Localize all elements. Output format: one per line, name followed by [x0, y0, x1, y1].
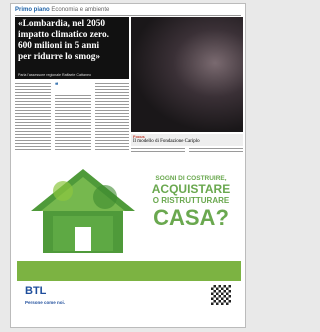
subhead: Parla l'assessore regionale Raffaele Cat… [18, 73, 91, 77]
text-column [55, 94, 91, 152]
screen: Primo piano Economia e ambiente «Lombard… [0, 0, 256, 332]
ad-line: CASA? [143, 206, 239, 230]
headline-line: 600 milioni in 5 anni [18, 41, 126, 52]
topic: Economia e ambiente [51, 7, 109, 13]
box-header: Focus Il modello di Fondazione Cariplo [131, 134, 243, 146]
brand: BTL [25, 285, 46, 297]
text-column [189, 147, 243, 153]
text-column [15, 82, 51, 152]
tagline: Persone come noi. [25, 300, 65, 305]
quote-mark: ❝ [55, 82, 58, 89]
advertisement: SOGNI DI COSTRUIRE, ACQUISTARE O RISTRUT… [15, 157, 243, 323]
headline-line: impatto climatico zero. [18, 30, 126, 41]
rule [15, 15, 241, 16]
photo [131, 17, 243, 132]
ad-band [17, 261, 241, 281]
qr-code [211, 285, 231, 305]
text-column [131, 147, 185, 153]
section: Primo piano [15, 7, 50, 13]
header: Primo piano Economia e ambiente [15, 7, 109, 13]
ad-line: ACQUISTARE [143, 183, 239, 196]
newspaper-page: Primo piano Economia e ambiente «Lombard… [10, 3, 246, 328]
text-column [95, 82, 129, 152]
house-illustration [23, 161, 143, 261]
ad-headline: SOGNI DI COSTRUIRE, ACQUISTARE O RISTRUT… [143, 175, 239, 230]
headline-line: per ridurre lo smog» [18, 52, 126, 63]
box-title: Il modello di Fondazione Cariplo [133, 139, 200, 144]
headline-line: «Lombardia, nel 2050 [18, 19, 126, 30]
